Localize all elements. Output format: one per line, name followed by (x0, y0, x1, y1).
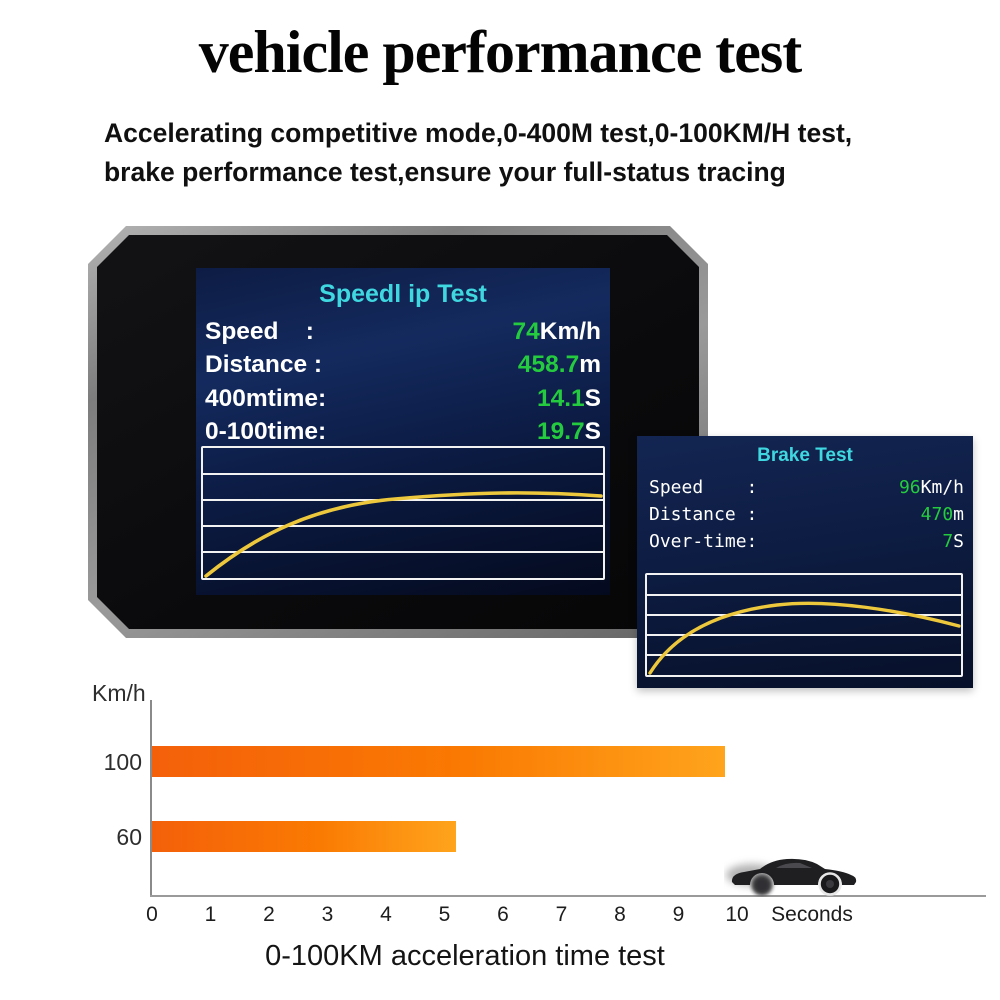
readout-label: Distance : (649, 504, 758, 525)
readout-value: 14.1S (536, 384, 601, 412)
readout-value: 458.7m (517, 351, 601, 379)
readout-row-over-time: Over-time: 7S (649, 528, 964, 555)
readout-value: 470m (920, 504, 964, 525)
readout-value: 96Km/h (898, 477, 964, 498)
speed-test-readouts: Speed : 74Km/h Distance : 458.7m 400mtim… (205, 315, 601, 449)
x-tick: 7 (555, 903, 568, 926)
x-tick: 5 (438, 903, 451, 926)
readout-value: 19.7S (536, 418, 601, 446)
readout-row-distance: Distance : 470m (649, 501, 964, 528)
readout-row-distance: Distance : 458.7m (205, 349, 601, 383)
y-axis-line (150, 700, 152, 897)
bar-category-label-100: 100 (103, 749, 142, 775)
brake-curve-graph (645, 573, 963, 677)
brake-curve-svg (647, 594, 961, 675)
brake-test-screen: Brake Test Speed : 96Km/h Distance : 470… (637, 436, 973, 688)
page-subtitle: Accelerating competitive mode,0-400M tes… (104, 114, 944, 192)
speed-test-screen: Speedl ip Test Speed : 74Km/h Distance :… (196, 268, 610, 595)
hud-device: Speedl ip Test Speed : 74Km/h Distance :… (88, 226, 708, 638)
x-axis-line (150, 895, 986, 897)
page-title: vehicle performance test (198, 19, 802, 85)
speed-curve-graph (201, 446, 605, 580)
x-tick: 6 (497, 903, 509, 926)
readout-value: 74Km/h (512, 317, 601, 345)
readout-row-speed: Speed : 74Km/h (205, 315, 601, 349)
x-tick: 1 (204, 903, 217, 926)
x-axis-unit-label: Seconds (771, 903, 853, 926)
readout-label: Speed : (649, 477, 758, 498)
subtitle-line-2: brake performance test,ensure your full-… (104, 157, 786, 187)
readout-label: Over-time: (649, 531, 758, 552)
readout-row-speed: Speed : 96Km/h (649, 474, 964, 501)
x-tick: 4 (380, 903, 392, 926)
x-tick: 10 (725, 903, 749, 926)
bar-category-label-60: 60 (116, 824, 142, 850)
readout-label: 400mtime: (205, 384, 327, 412)
brake-test-title: Brake Test (757, 445, 853, 466)
readout-value: 7S (942, 531, 964, 552)
readout-row-0-100time: 0-100time: 19.7S (205, 416, 601, 450)
bar-100kmh (152, 746, 726, 777)
speed-test-title: Speedl ip Test (319, 280, 487, 308)
x-tick: 8 (614, 903, 626, 926)
x-tick: 2 (263, 903, 275, 926)
x-tick: 0 (146, 903, 158, 926)
x-tick: 9 (672, 903, 685, 926)
readout-label: Speed : (205, 317, 314, 345)
subtitle-line-1: Accelerating competitive mode,0-400M tes… (104, 118, 853, 148)
bar-60kmh (152, 821, 457, 852)
chart-caption: 0-100KM acceleration time test (265, 940, 665, 972)
y-axis-label: Km/h (92, 680, 146, 706)
car-icon (726, 858, 857, 896)
brake-test-readouts: Speed : 96Km/h Distance : 470m Over-time… (649, 474, 964, 555)
readout-label: Distance : (205, 351, 323, 379)
readout-label: 0-100time: (205, 418, 327, 446)
readout-row-400mtime: 400mtime: 14.1S (205, 382, 601, 416)
speed-curve-svg (203, 448, 603, 578)
x-tick: 3 (321, 903, 334, 926)
